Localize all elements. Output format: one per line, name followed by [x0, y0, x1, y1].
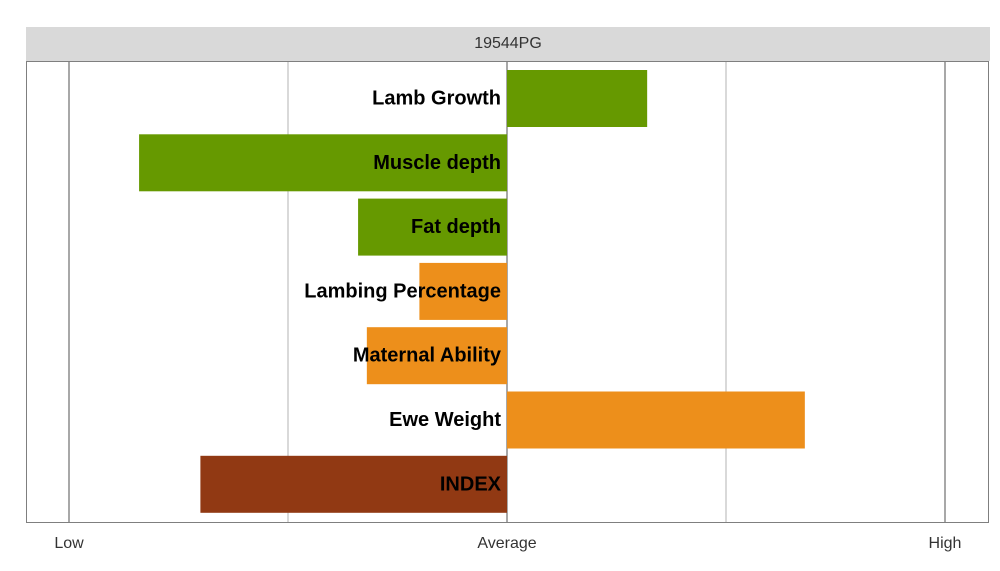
bar-label-lambing-percentage: Lambing Percentage	[304, 280, 501, 302]
x-tick-label-low: Low	[54, 535, 84, 552]
bar-fat-depth	[358, 198, 507, 256]
facet-title: 19544PG	[26, 27, 990, 61]
bar-lambing-percentage	[419, 262, 507, 320]
bar-label-muscle-depth: Muscle depth	[373, 152, 501, 174]
bar-label-lamb-growth: Lamb Growth	[372, 88, 501, 110]
x-tick-label-average: Average	[477, 535, 536, 552]
bar-label-maternal-ability: Maternal Ability	[353, 345, 502, 367]
bar-index	[200, 455, 507, 513]
bar-muscle-depth	[139, 134, 507, 192]
x-tick-label-high: High	[929, 535, 962, 552]
bar-lamb-growth	[507, 70, 648, 127]
bar-label-ewe-weight: Ewe Weight	[389, 409, 501, 431]
bar-maternal-ability	[366, 327, 507, 385]
bar-ewe-weight	[507, 391, 805, 449]
bar-label-index: INDEX	[440, 473, 502, 495]
bar-label-fat-depth: Fat depth	[411, 216, 501, 238]
